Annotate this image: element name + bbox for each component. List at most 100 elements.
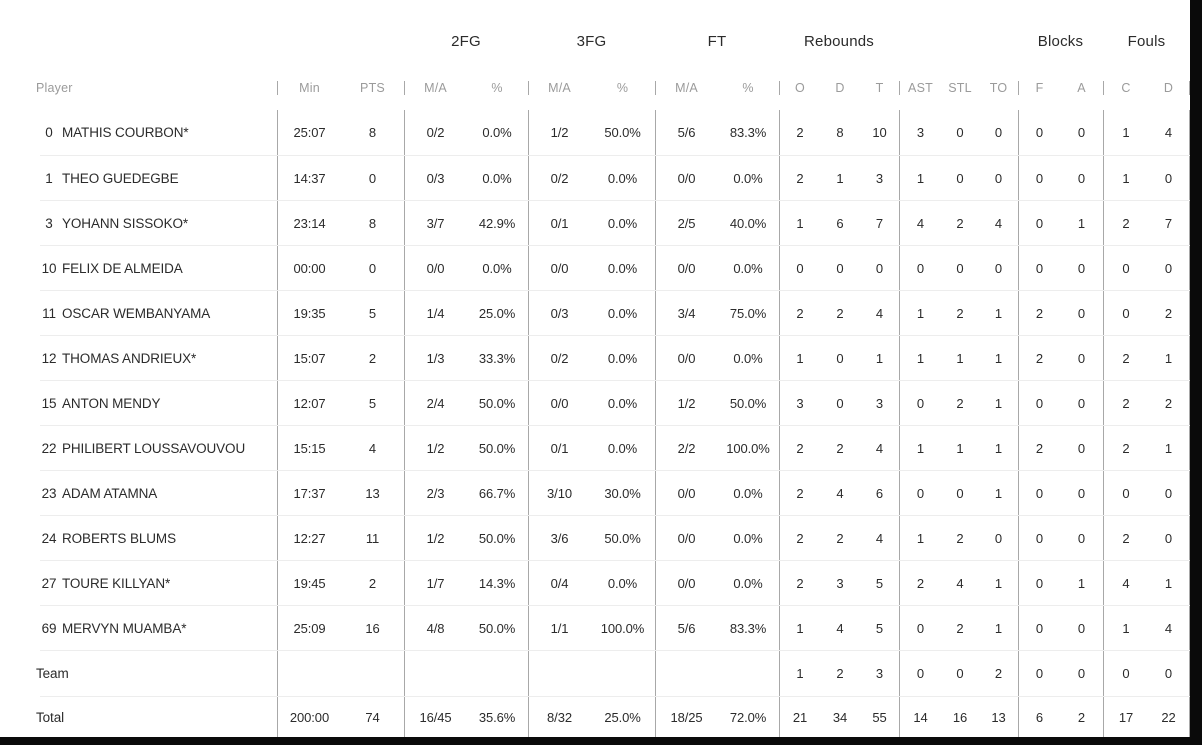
stat-cell: 200:00: [277, 697, 341, 737]
stat-cell: 0/0: [404, 246, 466, 290]
stat-cell: 13: [991, 709, 1006, 725]
stat-cell: 21: [779, 697, 820, 737]
stat-cell: 2: [994, 666, 1003, 681]
stat-cell: 1: [899, 336, 941, 380]
stat-cell: 0: [1103, 246, 1148, 290]
stat-cell: 19:45: [277, 561, 341, 605]
stat-cell: 1: [1077, 215, 1086, 231]
stat-cell: 0/1: [528, 201, 590, 245]
stat-cell: 1: [956, 440, 964, 456]
stat-cell: 2: [368, 350, 377, 366]
stat-cell: 1: [994, 485, 1003, 501]
player-cell: 15 ANTON MENDY: [0, 381, 277, 425]
stat-cell: 7: [1148, 201, 1190, 245]
column-header-3fg-pct: %: [616, 81, 629, 95]
table-row[interactable]: 10 FELIX DE ALMEIDA 00:00 0 0/0 0.0% 0/0 0.0%…: [0, 245, 1190, 290]
stat-cell: [341, 651, 404, 696]
stat-cell: 1: [1103, 606, 1148, 650]
stat-cell: 1: [875, 350, 884, 366]
stat-cell: 0: [956, 485, 964, 501]
stat-cell: 0/0: [655, 156, 717, 200]
stat-cell: [404, 651, 466, 696]
stat-cell: [277, 651, 341, 696]
stat-cell: 0/1: [528, 426, 590, 470]
stat-cell: 0: [1103, 291, 1148, 335]
stat-cell: [655, 651, 717, 696]
stat-cell: 0/0: [655, 336, 717, 380]
stat-cell: 0/0: [655, 246, 717, 290]
stat-cell: 0: [1148, 651, 1190, 696]
table-row[interactable]: 3 YOHANN SISSOKO* 23:14 8 3/7 42.9% 0/1 0.0% 2…: [0, 200, 1190, 245]
table-row[interactable]: 24 ROBERTS BLUMS 12:27 11 1/2 50.0% 3/6 50.0%…: [0, 515, 1190, 560]
stat-cell: 2: [1148, 291, 1190, 335]
stat-cell: 0: [1018, 561, 1060, 605]
stat-cell: 2: [779, 561, 820, 605]
stat-cell: 1: [779, 651, 820, 696]
player-cell: 12 THOMAS ANDRIEUX*: [0, 336, 277, 380]
stat-cell: 0: [956, 260, 964, 276]
stat-cell: 1/2: [404, 516, 466, 560]
table-row[interactable]: 12 THOMAS ANDRIEUX* 15:07 2 1/3 33.3% 0/2 0.0…: [0, 335, 1190, 380]
table-row[interactable]: Total 200:00 74 16/45 35.6% 8/32 25.0% 18/25 72…: [0, 696, 1190, 737]
table-row[interactable]: 1 THEO GUEDEGBE 14:37 0 0/3 0.0% 0/2 0.0% 0/0 0…: [0, 155, 1190, 200]
stat-cell: 4: [875, 305, 884, 321]
stat-cell: 1: [1077, 575, 1086, 591]
stat-cell: 2/4: [404, 381, 466, 425]
table-row[interactable]: 0 MATHIS COURBON* 25:07 8 0/2 0.0% 1/2 50.0% 5…: [0, 110, 1190, 155]
stat-cell: 2: [1018, 426, 1060, 470]
player-cell: 24 ROBERTS BLUMS: [0, 516, 277, 560]
table-row[interactable]: 22 PHILIBERT LOUSSAVOUVOU 15:15 4 1/2 50.0%…: [0, 425, 1190, 470]
table-row[interactable]: 69 MERVYN MUAMBA* 25:09 16 4/8 50.0% 1/1 100.…: [0, 605, 1190, 650]
stat-cell: 23:14: [277, 201, 341, 245]
stat-cell: 1: [899, 426, 941, 470]
stat-cell: 40.0%: [729, 215, 767, 231]
stat-cell: 17: [1103, 697, 1148, 737]
stat-cell: 19:35: [277, 291, 341, 335]
stat-cell: 4: [899, 201, 941, 245]
stat-cell: 0: [1077, 260, 1086, 276]
table-row[interactable]: 11 OSCAR WEMBANYAMA 19:35 5 1/4 25.0% 0/3 0.0…: [0, 290, 1190, 335]
stat-cell: 0: [1018, 606, 1060, 650]
stat-cell: 4: [956, 575, 964, 591]
stat-cell: 0: [836, 260, 844, 276]
stat-cell: 2: [956, 620, 964, 636]
stat-cell: 2: [1077, 709, 1086, 725]
stat-cell: 4: [836, 485, 844, 501]
player-cell: Total: [0, 697, 277, 737]
player-name: ADAM ATAMNA: [62, 485, 158, 501]
stat-cell: 0.0%: [607, 305, 638, 321]
table-row[interactable]: 23 ADAM ATAMNA 17:37 13 2/3 66.7% 3/10 30.0% 0…: [0, 470, 1190, 515]
stat-cell: 0: [899, 471, 941, 515]
stat-cell: 0: [956, 125, 964, 140]
table-row[interactable]: 15 ANTON MENDY 12:07 5 2/4 50.0% 0/0 0.0% 1/2 5…: [0, 380, 1190, 425]
player-number: 1: [45, 170, 53, 186]
stat-cell: 0: [1077, 170, 1086, 186]
stat-cell: 83.3%: [729, 620, 767, 636]
stat-cell: 3/7: [404, 201, 466, 245]
player-number: 10: [41, 260, 57, 276]
stat-cell: 12:27: [277, 516, 341, 560]
stat-cell: 0: [1077, 620, 1086, 636]
stat-cell: 1/4: [404, 291, 466, 335]
stat-cell: 0: [1077, 125, 1086, 140]
player-number: 22: [41, 440, 57, 456]
column-header-3fg-ma: M/A: [528, 81, 590, 95]
stat-cell: 0: [994, 530, 1003, 546]
stat-cell: 0: [1018, 516, 1060, 560]
stat-cell: 0: [1077, 305, 1086, 321]
stat-cell: [717, 651, 779, 696]
stat-cell: 50.0%: [604, 125, 641, 140]
stat-cell: 35.6%: [478, 709, 516, 725]
player-cell: 22 PHILIBERT LOUSSAVOUVOU: [0, 426, 277, 470]
stat-cell: 5: [368, 305, 377, 321]
stat-cell: 0/0: [528, 246, 590, 290]
stat-cell: 66.7%: [478, 485, 516, 501]
stat-cell: 0: [1077, 530, 1086, 546]
stat-cell: 3: [875, 666, 884, 681]
stat-cell: 3: [875, 395, 884, 411]
stat-cell: 0: [1148, 156, 1190, 200]
stat-cell: 50.0%: [478, 395, 516, 411]
table-row[interactable]: 27 TOURE KILLYAN* 19:45 2 1/7 14.3% 0/4 0.0% 0…: [0, 560, 1190, 605]
stat-cell: 25.0%: [478, 305, 516, 321]
